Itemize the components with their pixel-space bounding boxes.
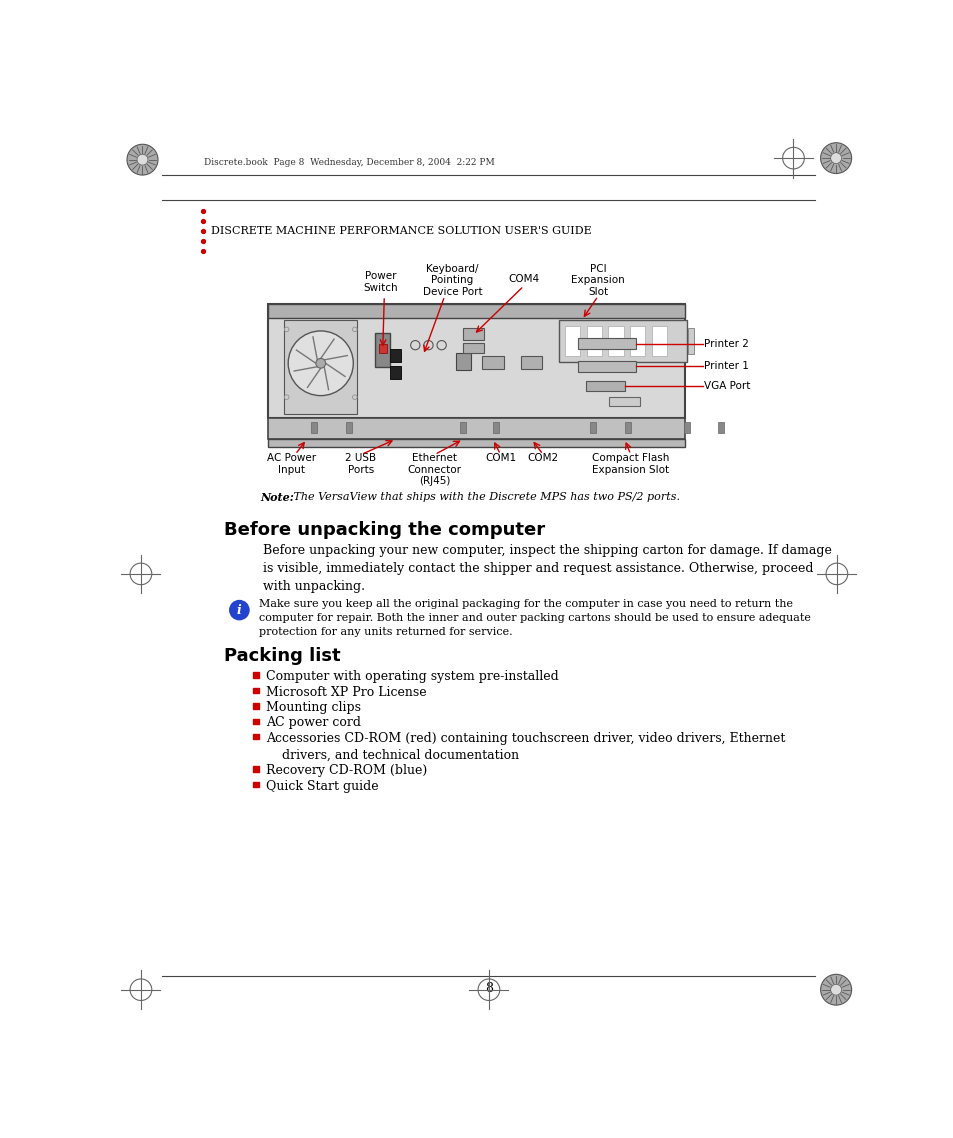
Bar: [462, 343, 484, 354]
Text: COM4: COM4: [508, 273, 538, 283]
Bar: [481, 355, 503, 370]
Circle shape: [830, 984, 841, 995]
Circle shape: [353, 327, 356, 331]
Circle shape: [353, 395, 356, 399]
Circle shape: [288, 331, 353, 396]
Circle shape: [230, 601, 249, 619]
Bar: [683, 422, 690, 434]
Text: Printer 2: Printer 2: [703, 339, 748, 348]
Bar: [390, 366, 400, 379]
Bar: [589, 422, 596, 434]
Bar: [253, 673, 258, 678]
Bar: [585, 381, 624, 390]
Bar: [378, 344, 386, 353]
Text: Computer with operating system pre-installed: Computer with operating system pre-insta…: [266, 670, 558, 683]
Bar: [284, 320, 356, 414]
Text: Discrete.book  Page 8  Wednesday, December 8, 2004  2:22 PM: Discrete.book Page 8 Wednesday, December…: [204, 158, 495, 167]
Text: DISCRETE MACHINE PERFORMANCE SOLUTION USER'S GUIDE: DISCRETE MACHINE PERFORMANCE SOLUTION US…: [211, 226, 591, 237]
Text: 2 USB
Ports: 2 USB Ports: [345, 453, 376, 475]
Text: PCI
Expansion
Slot: PCI Expansion Slot: [571, 264, 624, 297]
Bar: [253, 703, 258, 709]
Bar: [311, 422, 316, 434]
Bar: [624, 422, 630, 434]
Bar: [608, 397, 639, 406]
Text: COM1: COM1: [484, 453, 516, 463]
Bar: [268, 305, 684, 418]
Bar: [687, 328, 694, 354]
Bar: [253, 719, 258, 724]
Bar: [268, 439, 684, 447]
Text: Recovery CD-ROM (blue): Recovery CD-ROM (blue): [266, 764, 427, 777]
Text: Accessories CD-ROM (red) containing touchscreen driver, video drivers, Ethernet
: Accessories CD-ROM (red) containing touc…: [266, 732, 785, 761]
Circle shape: [284, 327, 289, 331]
Circle shape: [820, 974, 851, 1005]
Bar: [564, 325, 579, 356]
Text: Power
Switch: Power Switch: [363, 271, 397, 292]
Text: Ethernet
Connector
(RJ45): Ethernet Connector (RJ45): [407, 453, 461, 486]
Bar: [493, 422, 498, 434]
Bar: [608, 325, 623, 356]
Circle shape: [284, 395, 289, 399]
Bar: [462, 328, 484, 340]
Bar: [558, 320, 686, 362]
Text: Quick Start guide: Quick Start guide: [266, 780, 378, 792]
Bar: [345, 422, 352, 434]
Text: Before unpacking the computer: Before unpacking the computer: [224, 521, 544, 538]
Bar: [456, 353, 471, 370]
Text: Printer 1: Printer 1: [703, 362, 748, 371]
Bar: [375, 332, 390, 366]
Text: Keyboard/
Pointing
Device Port: Keyboard/ Pointing Device Port: [422, 264, 482, 297]
Text: VGA Port: VGA Port: [703, 381, 750, 391]
Bar: [459, 422, 466, 434]
Text: Microsoft XP Pro License: Microsoft XP Pro License: [266, 685, 427, 699]
Bar: [717, 422, 723, 434]
Text: Mounting clips: Mounting clips: [266, 701, 361, 714]
Circle shape: [830, 152, 841, 164]
Text: The VersaView that ships with the Discrete MPS has two PS/2 ports.: The VersaView that ships with the Discre…: [290, 492, 679, 502]
Text: Before unpacking your new computer, inspect the shipping carton for damage. If d: Before unpacking your new computer, insp…: [262, 544, 831, 593]
Bar: [390, 349, 400, 362]
Bar: [578, 338, 636, 349]
Bar: [268, 418, 684, 439]
Circle shape: [315, 358, 325, 368]
Text: Compact Flash
Expansion Slot: Compact Flash Expansion Slot: [592, 453, 669, 475]
Circle shape: [127, 145, 158, 175]
Text: Note:: Note:: [260, 492, 294, 503]
Text: AC Power
Input: AC Power Input: [267, 453, 315, 475]
Text: COM2: COM2: [527, 453, 558, 463]
Text: 8: 8: [484, 982, 493, 996]
Text: AC power cord: AC power cord: [266, 716, 361, 729]
Bar: [629, 325, 645, 356]
Bar: [253, 782, 258, 787]
Circle shape: [820, 142, 851, 173]
Bar: [586, 325, 601, 356]
Bar: [253, 734, 258, 740]
Bar: [520, 355, 542, 370]
Text: Packing list: Packing list: [224, 648, 340, 665]
Text: Make sure you keep all the original packaging for the computer in case you need : Make sure you keep all the original pack…: [258, 600, 810, 637]
Bar: [651, 325, 666, 356]
Bar: [268, 305, 684, 319]
Bar: [253, 687, 258, 693]
Bar: [253, 766, 258, 772]
Bar: [578, 361, 636, 372]
Circle shape: [137, 155, 148, 165]
Text: i: i: [236, 603, 241, 617]
